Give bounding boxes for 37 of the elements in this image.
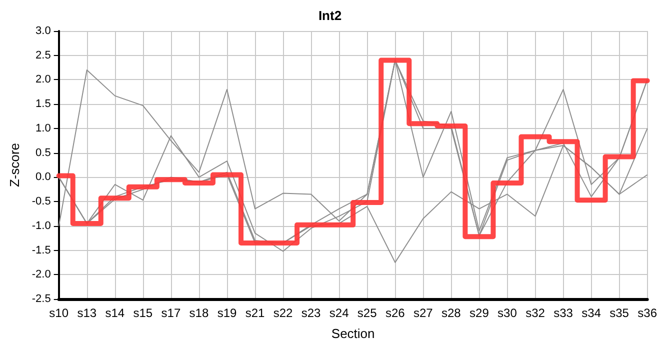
y-tick-label: 3.0	[36, 25, 51, 37]
chart-title: Int2	[318, 8, 342, 23]
y-tick-label: -0.5	[32, 196, 51, 208]
x-axis-title: Section	[331, 326, 375, 341]
y-tick-label: 1.5	[36, 98, 51, 110]
x-tick-label: s26	[385, 306, 406, 320]
y-tick-label: 0.0	[36, 171, 51, 184]
y-tick-label: 2.5	[36, 49, 51, 62]
x-tick-label: s22	[273, 306, 294, 320]
x-tick-label: s21	[245, 306, 266, 320]
x-tick-label: s18	[189, 306, 209, 320]
x-tick-label: s23	[301, 306, 322, 320]
y-tick-label: -1.0	[32, 220, 51, 232]
y-tick-label: -2.0	[32, 268, 51, 281]
x-tick-label: s25	[357, 306, 378, 320]
x-tick-label: s34	[582, 306, 602, 320]
y-tick-label: 0.5	[36, 146, 51, 159]
x-tick-label: s32	[526, 306, 546, 320]
y-tick-label: 2.0	[36, 74, 51, 86]
y-axis-title: Z-score	[7, 142, 22, 188]
x-tick-label: s13	[77, 306, 97, 320]
x-tick-label: s28	[441, 306, 462, 320]
x-tick-label: s30	[498, 306, 518, 320]
x-tick-label: s10	[49, 306, 69, 320]
x-tick-label: s35	[610, 306, 630, 320]
x-tick-label: s36	[638, 306, 658, 320]
y-tick-label: -1.5	[32, 244, 51, 256]
y-tick-label: -2.5	[32, 293, 51, 305]
x-tick-label: s33	[554, 306, 574, 320]
x-tick-label: s19	[217, 306, 237, 320]
x-tick-label: s14	[105, 306, 125, 320]
x-tick-label: s27	[413, 306, 434, 320]
x-tick-label: s15	[133, 306, 153, 320]
x-tick-label: s24	[329, 306, 350, 320]
x-tick-label: s29	[470, 306, 490, 320]
y-tick-label: 1.0	[36, 122, 51, 134]
x-tick-label: s17	[161, 306, 181, 320]
